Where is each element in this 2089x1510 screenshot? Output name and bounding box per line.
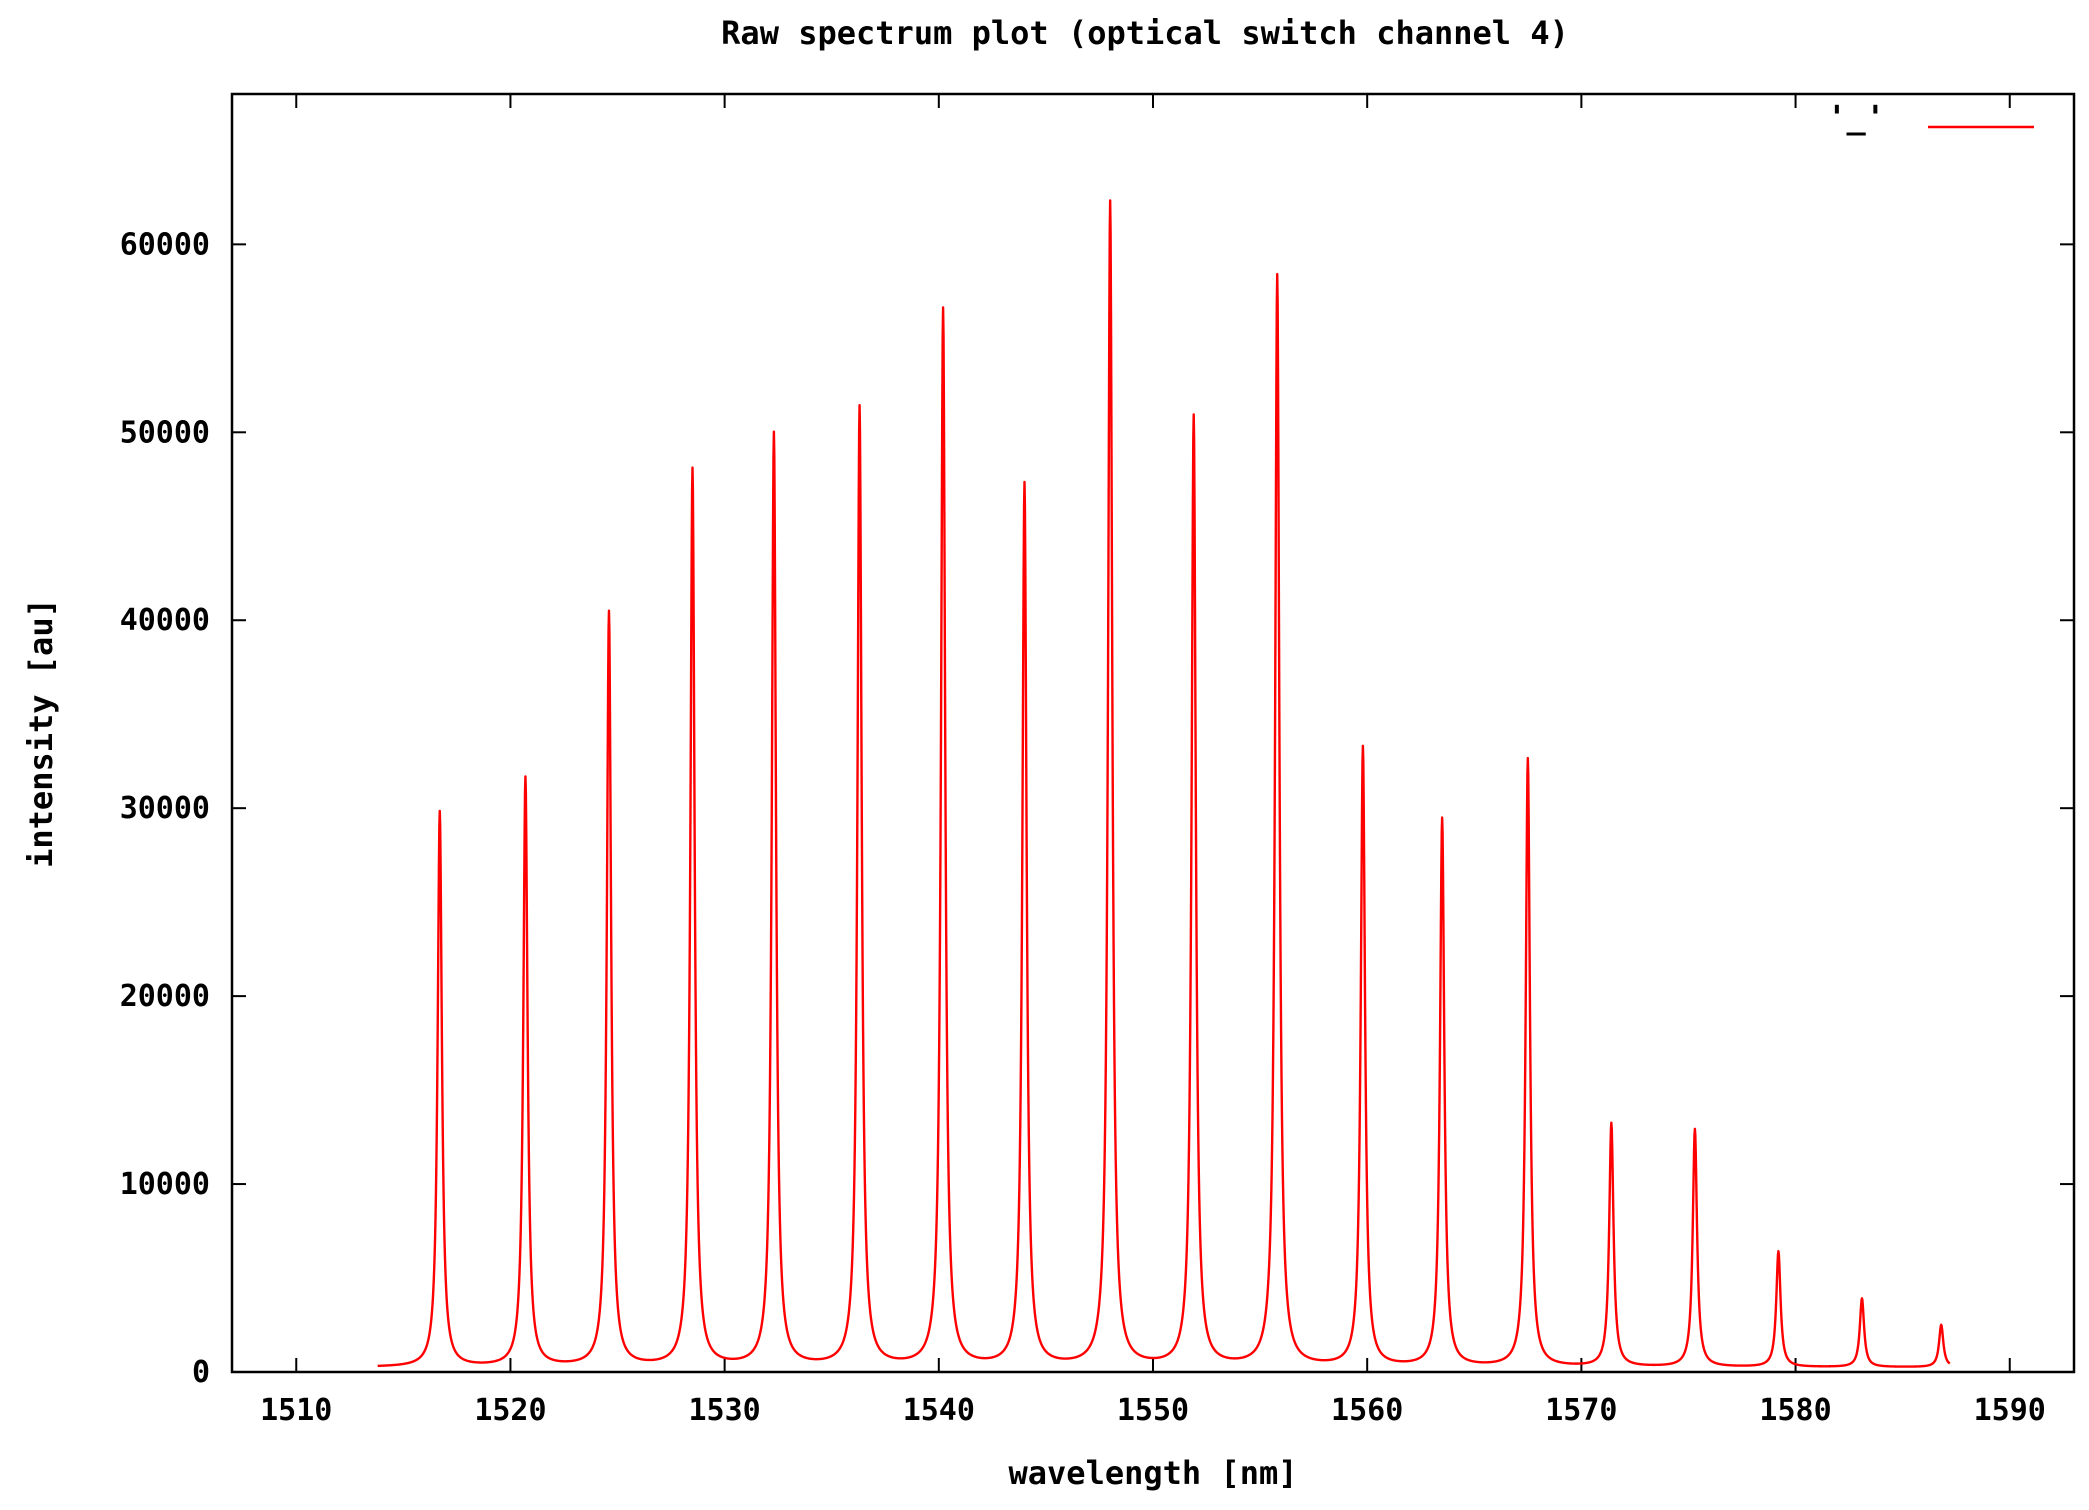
x-tick-label: 1530 <box>689 1393 761 1428</box>
legend: '_' <box>1827 98 2034 136</box>
chart-title: Raw spectrum plot (optical switch channe… <box>721 14 1569 52</box>
x-tick-label: 1570 <box>1545 1393 1617 1428</box>
y-axis-title: intensity [au] <box>22 598 60 868</box>
x-tick-label: 1560 <box>1331 1393 1403 1428</box>
x-axis-title: wavelength [nm] <box>1009 1454 1298 1492</box>
y-tick-label: 20000 <box>120 979 210 1014</box>
x-tick-label: 1590 <box>1974 1393 2046 1428</box>
y-tick-label: 0 <box>192 1355 210 1390</box>
x-axis: 1510 1520 1530 1540 1550 1560 1570 1580 1590 <box>260 94 2046 1428</box>
x-tick-label: 1520 <box>474 1393 546 1428</box>
series-line-spectrum <box>378 200 1950 1366</box>
plot-frame <box>232 94 2074 1372</box>
y-tick-label: 60000 <box>120 227 210 262</box>
x-tick-label: 1580 <box>1759 1393 1831 1428</box>
y-axis: 0 10000 20000 30000 40000 50000 60000 <box>120 227 2074 1390</box>
peak-markers <box>440 203 1941 1325</box>
x-tick-label: 1510 <box>260 1393 332 1428</box>
legend-label: '_' <box>1827 98 1885 136</box>
x-tick-label: 1550 <box>1117 1393 1189 1428</box>
y-tick-label: 50000 <box>120 415 210 450</box>
x-tick-label: 1540 <box>903 1393 975 1428</box>
y-tick-label: 40000 <box>120 603 210 638</box>
y-tick-label: 30000 <box>120 791 210 826</box>
y-tick-label: 10000 <box>120 1167 210 1202</box>
